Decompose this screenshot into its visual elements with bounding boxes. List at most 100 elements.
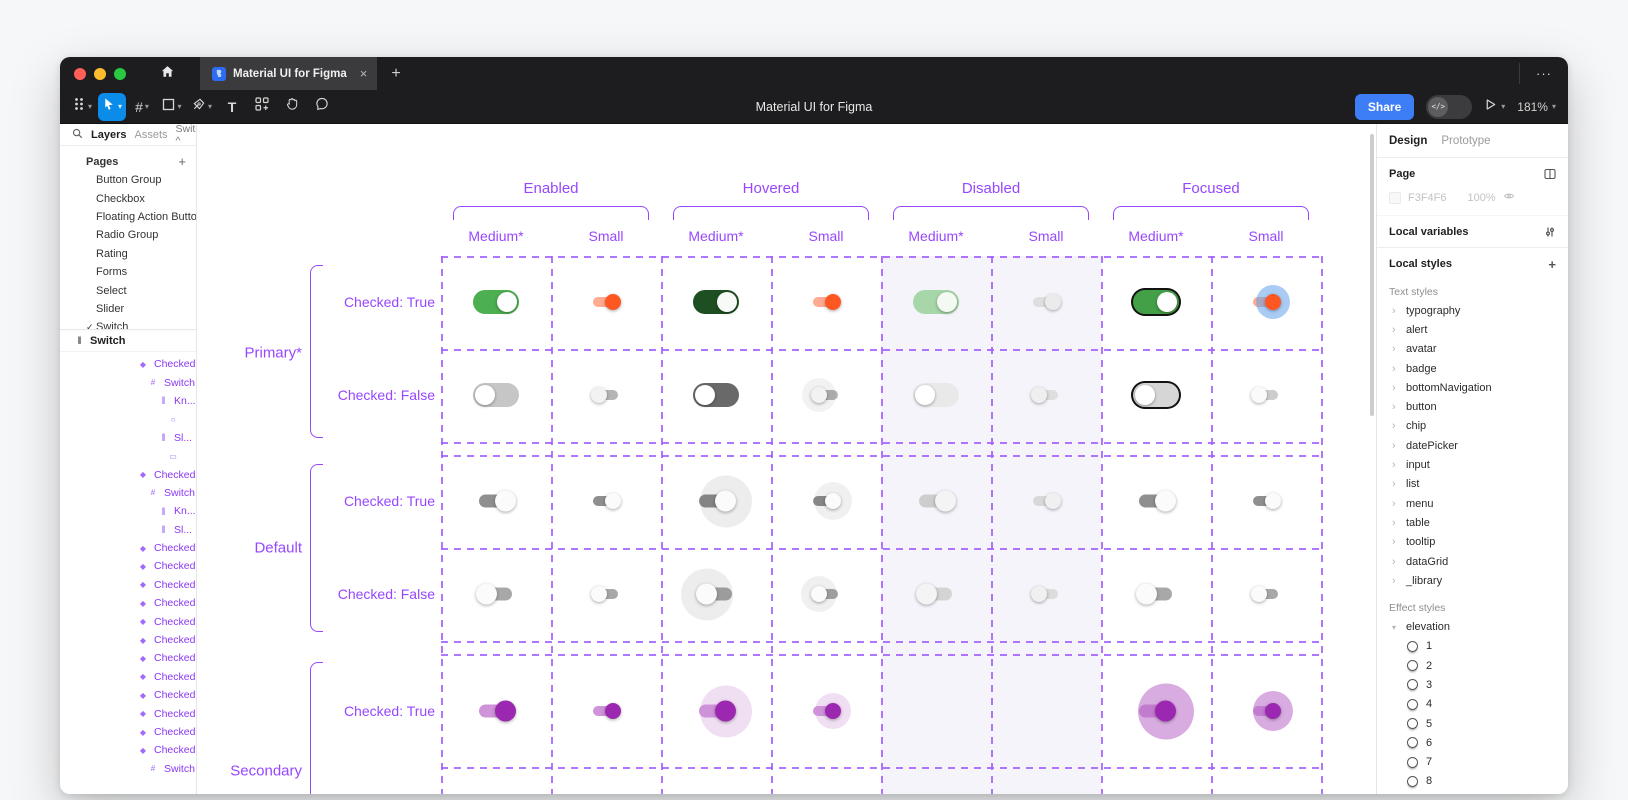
layer-item[interactable]: ◆Checked=F... — [139, 689, 196, 702]
page-item[interactable]: Floating Action Button — [96, 210, 196, 223]
layer-item[interactable]: ||| Sl... — [60, 521, 196, 539]
switch[interactable] — [476, 490, 516, 512]
layer-item[interactable]: # Switch — [60, 484, 196, 502]
layer-item[interactable]: ◆Checked=F... — [139, 707, 196, 720]
switch[interactable] — [811, 482, 852, 520]
switch[interactable] — [1031, 294, 1061, 310]
file-tab[interactable]: Material UI for Figma × — [200, 57, 378, 90]
shape-tool-button[interactable]: ▾ — [158, 93, 186, 121]
move-tool-button[interactable]: ▾ — [98, 92, 126, 121]
switch[interactable] — [1031, 387, 1061, 403]
text-style-item[interactable]: › dataGrid — [1392, 555, 1449, 568]
main-menu-button[interactable]: ▾ — [68, 93, 96, 121]
text-style-item[interactable]: › menu — [1392, 497, 1434, 510]
hand-tool-button[interactable] — [278, 93, 306, 121]
layer-item[interactable]: ◆Checked=F... — [139, 744, 196, 757]
layer-item[interactable]: ◆Checked=T... — [139, 615, 196, 628]
page-item[interactable]: Rating — [96, 247, 128, 260]
switch[interactable] — [1136, 683, 1194, 739]
switch[interactable] — [1031, 586, 1061, 602]
switch[interactable] — [1136, 490, 1176, 512]
switch[interactable] — [916, 583, 956, 605]
switch[interactable] — [473, 290, 519, 314]
zoom-menu[interactable]: 181% ▾ — [1517, 100, 1556, 114]
switch[interactable] — [1133, 383, 1179, 407]
switch[interactable] — [1251, 493, 1281, 509]
switch[interactable] — [916, 490, 956, 512]
text-style-item[interactable]: › list — [1392, 478, 1420, 491]
elevation-item[interactable]: 5 — [1377, 714, 1568, 733]
home-button[interactable] — [152, 62, 182, 86]
tab-prototype[interactable]: Prototype — [1441, 134, 1491, 147]
text-style-item[interactable]: › chip — [1392, 420, 1427, 433]
overflow-menu-button[interactable]: ··· — [1536, 66, 1552, 81]
switch[interactable] — [811, 693, 851, 729]
switch[interactable] — [696, 475, 752, 527]
switch[interactable] — [693, 290, 739, 314]
layer-item[interactable]: ◆Checked=F... — [139, 726, 196, 738]
layer-item[interactable]: ◆Checked=F... — [139, 670, 196, 683]
elevation-item[interactable]: 3 — [1377, 675, 1568, 694]
switch[interactable] — [802, 378, 841, 412]
tab-assets[interactable]: Assets — [134, 128, 168, 141]
switch[interactable] — [476, 583, 516, 605]
switch[interactable] — [913, 290, 959, 314]
page-color-row[interactable]: F3F4F6 100% — [1377, 186, 1568, 216]
switch[interactable] — [1031, 493, 1061, 509]
pen-tool-button[interactable]: ▾ — [188, 93, 216, 121]
text-tool-button[interactable]: T — [218, 93, 246, 121]
layer-item[interactable]: ||| Sl... — [60, 429, 196, 447]
switch[interactable] — [1251, 586, 1281, 602]
switch[interactable] — [1133, 290, 1179, 314]
add-page-button[interactable]: + — [178, 154, 186, 169]
text-style-item[interactable]: › input — [1392, 459, 1430, 472]
switch[interactable] — [693, 383, 739, 407]
text-style-item[interactable]: › alert — [1392, 323, 1428, 336]
text-style-item[interactable]: › typography — [1392, 304, 1461, 317]
switch[interactable] — [801, 576, 841, 612]
switch[interactable] — [591, 703, 621, 719]
switch[interactable] — [476, 700, 516, 722]
switch[interactable] — [811, 294, 841, 310]
layer-item[interactable]: ◆Checked=F... — [139, 652, 196, 665]
minimize-window-button[interactable] — [94, 67, 106, 80]
elevation-item[interactable]: 2 — [1377, 656, 1568, 675]
elevation-item[interactable]: 7 — [1377, 753, 1568, 772]
layer-item[interactable]: ○ — [60, 410, 196, 428]
switch[interactable] — [1251, 285, 1290, 319]
dev-mode-toggle[interactable]: </> — [1426, 94, 1473, 119]
page-item[interactable]: Forms — [96, 266, 128, 279]
text-style-item[interactable]: › button — [1392, 401, 1437, 414]
text-style-item[interactable]: › badge — [1392, 362, 1437, 375]
tab-layers[interactable]: Layers — [91, 128, 127, 141]
tab-design[interactable]: Design — [1389, 134, 1428, 147]
text-style-item[interactable]: › datePicker — [1392, 439, 1458, 452]
layer-item[interactable]: ◆Checked=T... — [139, 560, 196, 573]
effect-group-elevation[interactable]: ▾ elevation — [1392, 621, 1451, 634]
text-style-item[interactable]: › bottomNavigation — [1392, 381, 1492, 394]
layer-item[interactable]: ◆Checked=T... — [139, 597, 196, 610]
page-item[interactable]: Checkbox — [96, 192, 145, 205]
root-layer-row[interactable]: ||| Switch — [60, 330, 196, 352]
elevation-item[interactable]: 8 — [1377, 772, 1568, 791]
actions-tool-button[interactable] — [248, 93, 276, 121]
layer-item[interactable]: ||| Kn... — [60, 502, 196, 520]
layer-item[interactable]: ◆Checked=T... — [139, 358, 196, 371]
search-icon[interactable] — [72, 128, 83, 142]
layer-item[interactable]: # Switch — [60, 760, 196, 778]
page-item[interactable]: ✓ Switch — [60, 318, 196, 329]
switch[interactable] — [591, 586, 621, 602]
text-style-item[interactable]: › _library — [1392, 574, 1443, 587]
elevation-item[interactable]: 4 — [1377, 695, 1568, 714]
switch[interactable] — [1136, 583, 1176, 605]
close-tab-icon[interactable]: × — [359, 66, 368, 81]
color-swatch[interactable] — [1389, 191, 1401, 204]
page-item[interactable]: Button Group — [96, 174, 162, 187]
comment-tool-button[interactable] — [308, 93, 336, 121]
layer-item[interactable]: ◆Checked=T... — [139, 542, 196, 555]
add-style-button[interactable]: + — [1548, 256, 1556, 272]
layer-item[interactable]: # Switch — [60, 373, 196, 391]
page-item[interactable]: Radio Group — [96, 229, 159, 242]
text-style-item[interactable]: › tooltip — [1392, 536, 1436, 549]
variables-icon[interactable] — [1544, 226, 1556, 238]
